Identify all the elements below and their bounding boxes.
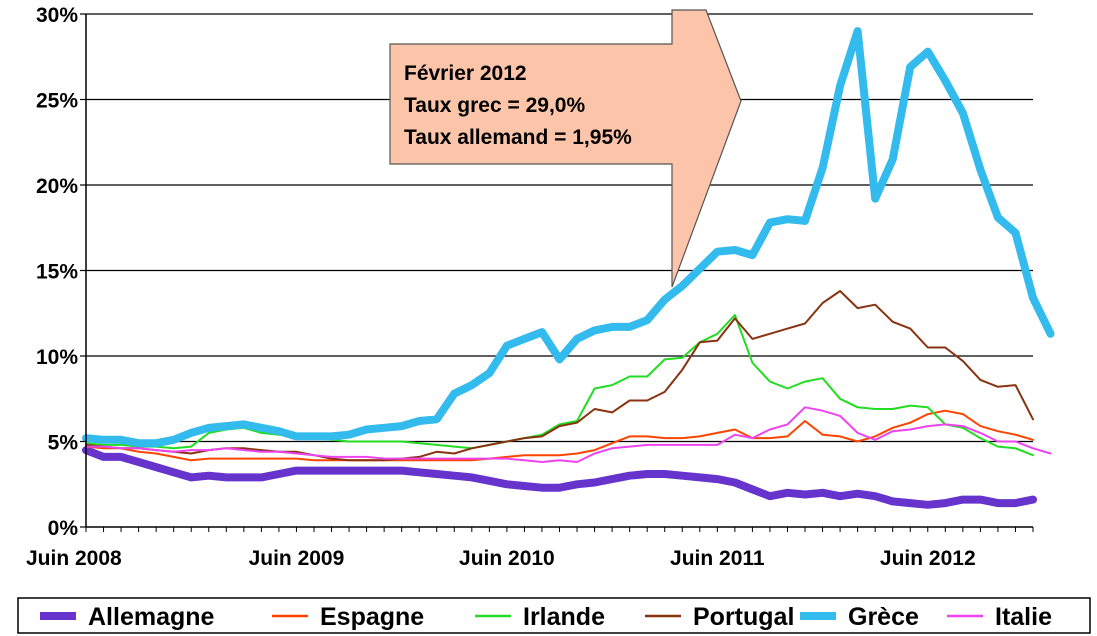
- series-line-2: [85, 314, 1034, 457]
- axes: 0% 5% 10% 15% 20% 25% 30% Juin 2008 Juin 2009 Jui…: [26, 4, 1034, 570]
- series-line-1: [85, 409, 1034, 462]
- legend-box: [17, 597, 1091, 634]
- y-tick-label: 10%: [36, 346, 78, 369]
- series-line-5: [85, 406, 1052, 463]
- legend-label: Espagne: [320, 603, 424, 631]
- y-tick-label: 15%: [36, 261, 78, 284]
- legend-label: Portugal: [693, 603, 794, 631]
- y-tick-label: 25%: [36, 90, 78, 113]
- series-layer: [82, 27, 1055, 509]
- x-tick-label: Juin 2011: [670, 547, 765, 570]
- legend-label: Irlande: [523, 603, 605, 631]
- series-line-0: [82, 446, 1037, 509]
- x-tick-label: Juin 2010: [459, 547, 555, 570]
- legend: Allemagne Espagne Irlande Portugal Grèce Ital…: [17, 597, 1091, 634]
- legend-label: Italie: [995, 603, 1052, 631]
- x-tick-label: Juin 2012: [880, 547, 976, 570]
- annotation-callout: Février 2012 Taux grec = 29,0% Taux allema…: [389, 9, 742, 288]
- callout-text-line: Taux grec = 29,0%: [404, 94, 585, 117]
- y-tick-label: 0%: [48, 517, 79, 540]
- series-line-4: [82, 27, 1055, 448]
- callout-arrow-shape: [389, 9, 742, 288]
- legend-label: Grèce: [848, 603, 919, 631]
- series-line-3: [85, 290, 1034, 462]
- legend-label: Allemagne: [88, 603, 215, 631]
- callout-text-line: Février 2012: [404, 62, 527, 85]
- y-tick-label: 20%: [36, 175, 78, 198]
- y-tick-label: 30%: [36, 4, 78, 27]
- y-tick-label: 5%: [48, 432, 79, 455]
- x-tick-label: Juin 2009: [249, 547, 345, 570]
- callout-text-line: Taux allemand = 1,95%: [404, 126, 632, 149]
- x-tick-label: Juin 2008: [26, 547, 122, 570]
